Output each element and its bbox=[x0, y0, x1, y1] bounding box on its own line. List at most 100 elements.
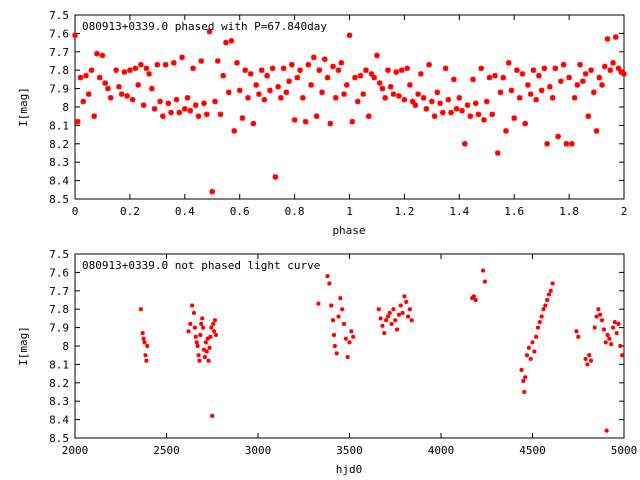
data-point bbox=[85, 91, 92, 97]
data-point bbox=[400, 310, 405, 315]
data-point bbox=[349, 329, 354, 334]
data-point bbox=[393, 318, 398, 323]
data-point bbox=[519, 367, 524, 372]
data-point bbox=[291, 117, 298, 123]
data-point bbox=[588, 358, 594, 363]
data-point bbox=[382, 331, 387, 336]
data-point bbox=[261, 96, 268, 103]
data-point bbox=[437, 100, 443, 107]
data-point bbox=[601, 63, 608, 70]
data-point bbox=[214, 58, 221, 64]
data-point bbox=[558, 78, 564, 85]
data-point bbox=[327, 281, 332, 286]
data-point bbox=[207, 345, 212, 350]
data-point bbox=[481, 268, 486, 273]
data-point bbox=[289, 61, 295, 68]
data-point bbox=[569, 141, 575, 147]
data-point bbox=[258, 67, 265, 73]
y-tick-label: 7.7 bbox=[49, 46, 69, 59]
data-point bbox=[574, 82, 581, 88]
y-tick-label: 8.2 bbox=[49, 138, 69, 151]
data-point bbox=[402, 294, 407, 299]
data-point bbox=[206, 28, 213, 35]
x-tick-label: 3000 bbox=[245, 444, 272, 457]
x-tick-label: 0.8 bbox=[285, 205, 305, 218]
data-point bbox=[334, 351, 339, 356]
data-point bbox=[521, 378, 526, 384]
data-point bbox=[582, 71, 589, 77]
data-point bbox=[420, 95, 427, 101]
data-point bbox=[391, 307, 396, 312]
y-tick-label: 7.5 bbox=[49, 9, 69, 22]
data-point bbox=[341, 91, 347, 97]
data-point bbox=[135, 82, 141, 88]
data-point bbox=[72, 32, 78, 39]
data-point bbox=[616, 321, 621, 326]
data-point bbox=[549, 95, 556, 101]
data-point bbox=[138, 61, 144, 68]
data-point bbox=[208, 334, 213, 339]
data-point bbox=[615, 65, 622, 72]
data-point bbox=[376, 307, 381, 312]
data-point bbox=[612, 320, 617, 325]
data-point bbox=[127, 67, 133, 73]
data-point bbox=[280, 65, 287, 72]
data-point bbox=[387, 83, 394, 90]
data-point bbox=[132, 65, 139, 72]
data-point bbox=[508, 87, 515, 94]
data-point bbox=[275, 83, 281, 90]
x-tick-label: 2000 bbox=[62, 444, 89, 457]
data-point bbox=[198, 332, 203, 338]
data-point bbox=[404, 299, 409, 304]
data-point bbox=[541, 307, 546, 312]
data-point bbox=[522, 120, 528, 127]
data-point bbox=[407, 307, 412, 312]
data-point bbox=[321, 56, 328, 62]
data-point bbox=[409, 98, 416, 105]
phased-light-curve-panel: 0 0.2 0.4 0.6 0.8 1 1.2 1.4 1.6 1.8 2 7.5 7.6 7.7 7.8 7… bbox=[17, 9, 627, 237]
data-point bbox=[434, 89, 441, 96]
x-tick-label: 2 bbox=[621, 205, 628, 218]
y-tick-label: 7.8 bbox=[49, 303, 69, 316]
y-tick-label: 8.3 bbox=[49, 156, 69, 169]
data-point bbox=[313, 113, 320, 119]
data-point bbox=[396, 312, 401, 317]
data-point bbox=[330, 63, 336, 70]
data-point bbox=[210, 413, 215, 418]
data-point bbox=[302, 118, 309, 125]
data-point bbox=[423, 106, 430, 112]
data-point bbox=[203, 111, 210, 118]
data-point bbox=[193, 334, 198, 339]
data-point bbox=[464, 102, 471, 108]
plot-area-frame bbox=[74, 253, 625, 439]
unphased-light-curve-panel: 2000 2500 3000 3500 4000 4500 5000 7.5 7.6 7.7 7.8… bbox=[17, 248, 637, 476]
data-point bbox=[539, 314, 544, 319]
data-point bbox=[217, 111, 224, 118]
data-point bbox=[142, 340, 147, 345]
y-axis-label: I[mag] bbox=[17, 87, 30, 127]
data-point bbox=[555, 133, 561, 140]
data-point bbox=[349, 118, 356, 125]
data-point bbox=[239, 115, 246, 121]
data-point bbox=[530, 340, 535, 345]
data-point bbox=[618, 69, 625, 75]
data-point bbox=[587, 353, 592, 358]
data-point bbox=[316, 301, 321, 306]
data-point bbox=[297, 67, 303, 73]
data-point bbox=[116, 83, 122, 90]
data-point bbox=[382, 95, 388, 101]
data-point bbox=[398, 67, 405, 73]
data-point bbox=[598, 312, 603, 317]
data-point bbox=[363, 67, 369, 73]
data-point bbox=[204, 349, 209, 354]
data-point bbox=[308, 82, 314, 88]
data-point bbox=[201, 347, 207, 352]
data-point bbox=[329, 303, 334, 308]
data-point bbox=[190, 303, 195, 308]
data-point bbox=[604, 428, 609, 433]
data-point bbox=[144, 358, 149, 363]
data-point bbox=[580, 78, 586, 85]
data-point bbox=[522, 389, 527, 395]
data-point bbox=[253, 82, 259, 88]
